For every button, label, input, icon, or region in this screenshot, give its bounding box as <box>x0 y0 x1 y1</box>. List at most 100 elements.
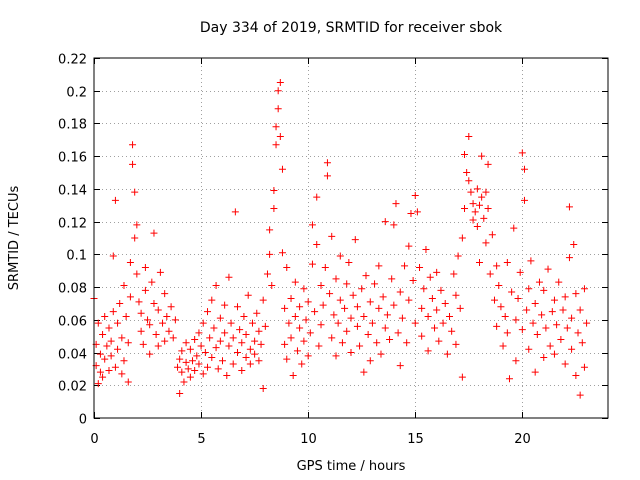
data-point <box>133 221 141 229</box>
y-tick-label: 0.14 <box>58 184 87 199</box>
data-point <box>263 270 271 278</box>
data-point <box>422 245 430 253</box>
data-point <box>503 259 511 267</box>
data-point <box>574 329 582 337</box>
data-point <box>317 321 325 329</box>
data-point <box>347 314 355 322</box>
data-point <box>349 291 357 299</box>
data-point <box>484 160 492 168</box>
data-point <box>540 353 548 361</box>
y-tick-label: 0.06 <box>58 315 87 330</box>
data-point <box>214 365 222 373</box>
data-point <box>171 316 179 324</box>
data-point <box>139 340 147 348</box>
data-point <box>285 319 293 327</box>
data-point <box>167 303 175 311</box>
data-point <box>210 324 218 332</box>
data-point <box>512 316 520 324</box>
data-point <box>568 314 576 322</box>
data-point <box>107 352 115 360</box>
y-tick-label: 0.2 <box>66 86 87 101</box>
data-point <box>111 363 119 371</box>
data-point <box>499 342 507 350</box>
y-axis: 0 0.02 0.04 0.06 0.08 0.1 0.12 0.14 0.16 0.18 0.2 0… <box>58 53 608 428</box>
data-point <box>111 196 119 204</box>
data-point <box>268 281 276 289</box>
data-point <box>124 339 132 347</box>
data-point <box>182 358 190 366</box>
data-point <box>525 345 533 353</box>
data-point <box>281 340 289 348</box>
data-point <box>578 339 586 347</box>
data-point <box>484 205 492 213</box>
data-point <box>490 296 498 304</box>
data-point <box>394 329 402 337</box>
data-point <box>244 291 252 299</box>
data-point <box>368 319 376 327</box>
data-point <box>319 301 327 309</box>
data-point <box>529 319 537 327</box>
data-point <box>278 165 286 173</box>
data-point <box>255 327 263 335</box>
plot-frame <box>93 57 609 419</box>
data-point <box>296 303 304 311</box>
data-point <box>341 304 349 312</box>
data-point <box>366 298 374 306</box>
data-point <box>478 152 486 160</box>
data-point <box>135 298 143 306</box>
data-point <box>501 313 509 321</box>
data-point <box>413 208 421 216</box>
data-point <box>473 223 481 231</box>
data-point <box>291 278 299 286</box>
data-point <box>246 345 254 353</box>
data-point <box>555 278 563 286</box>
data-point <box>159 319 167 327</box>
data-point <box>544 265 552 273</box>
data-point <box>208 296 216 304</box>
data-point <box>133 270 141 278</box>
data-point <box>103 342 111 350</box>
data-point <box>242 353 250 361</box>
data-point <box>469 216 477 224</box>
data-point <box>452 340 460 348</box>
data-point <box>433 306 441 314</box>
data-point <box>317 281 325 289</box>
data-point <box>266 250 274 258</box>
data-point <box>478 193 486 201</box>
data-point <box>308 260 316 268</box>
data-point <box>225 342 233 350</box>
data-point <box>99 331 107 339</box>
data-point <box>497 303 505 311</box>
x-axis-label: GPS time / hours <box>297 459 406 474</box>
data-point <box>238 339 246 347</box>
data-point <box>259 385 267 393</box>
data-point <box>435 337 443 345</box>
data-point <box>281 304 289 312</box>
data-point <box>154 342 162 350</box>
data-point <box>535 278 543 286</box>
data-point <box>336 252 344 260</box>
x-tick-label: 0 <box>90 432 98 447</box>
data-point <box>221 329 229 337</box>
data-point <box>565 203 573 211</box>
data-point <box>386 335 394 343</box>
data-point <box>122 313 130 321</box>
y-tick-label: 0.1 <box>66 249 87 264</box>
data-point <box>381 218 389 226</box>
data-point <box>371 280 379 288</box>
data-point <box>465 177 473 185</box>
data-point <box>315 342 323 350</box>
data-point <box>338 339 346 347</box>
data-point <box>107 337 115 345</box>
data-point <box>197 342 205 350</box>
data-point <box>180 378 188 386</box>
data-point <box>193 352 201 360</box>
data-point <box>407 209 415 217</box>
data-point <box>351 236 359 244</box>
data-point <box>458 373 466 381</box>
data-point <box>362 272 370 280</box>
data-point <box>184 365 192 373</box>
data-point <box>373 339 381 347</box>
data-point <box>266 226 274 234</box>
data-point <box>328 334 336 342</box>
